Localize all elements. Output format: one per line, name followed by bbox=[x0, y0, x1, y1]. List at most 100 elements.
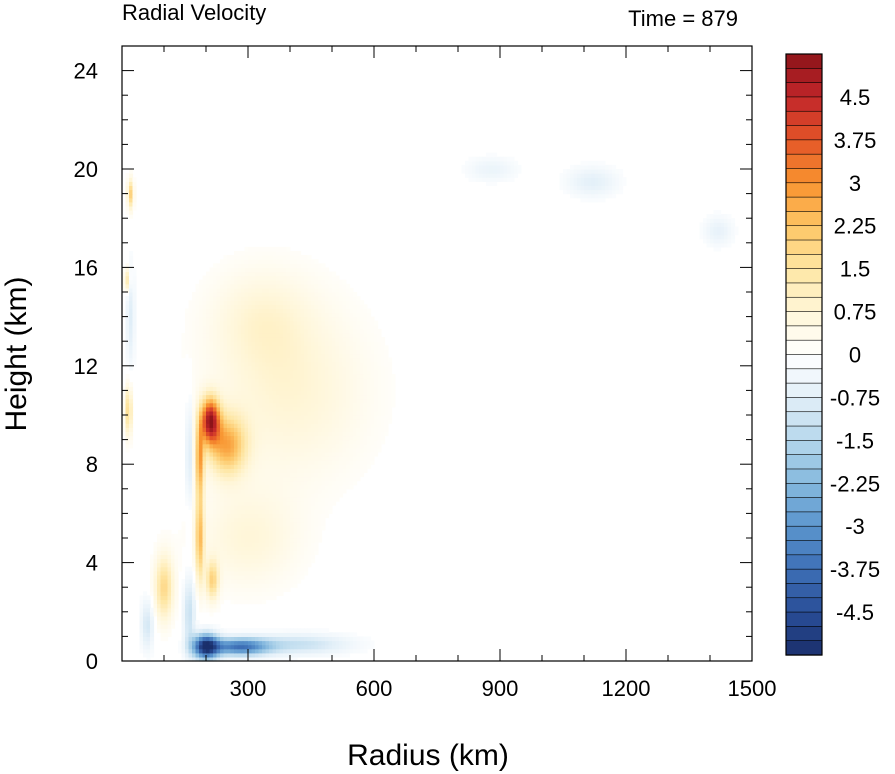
field-cell bbox=[216, 632, 221, 637]
field-cell bbox=[234, 447, 239, 453]
field-cell bbox=[311, 447, 316, 453]
field-cell bbox=[216, 595, 221, 601]
field-cell bbox=[346, 369, 351, 375]
field-cell bbox=[311, 378, 316, 383]
field-cell bbox=[185, 574, 190, 580]
field-cell bbox=[206, 603, 211, 609]
field-cell bbox=[216, 386, 221, 391]
field-cell bbox=[332, 279, 337, 285]
field-cell bbox=[192, 410, 197, 416]
field-cell bbox=[195, 525, 200, 531]
field-cell bbox=[237, 378, 242, 383]
field-cell bbox=[230, 456, 235, 461]
field-cell bbox=[328, 480, 333, 486]
field-cell bbox=[255, 640, 260, 646]
field-cell bbox=[370, 390, 375, 396]
field-cell bbox=[255, 333, 260, 338]
field-cell bbox=[230, 386, 235, 391]
field-cell bbox=[321, 345, 326, 350]
field-cell bbox=[314, 361, 319, 367]
field-cell bbox=[311, 345, 316, 350]
field-cell bbox=[290, 394, 295, 400]
field-cell bbox=[223, 570, 228, 576]
field-cell bbox=[129, 357, 134, 363]
field-cell bbox=[122, 390, 127, 396]
field-cell bbox=[146, 640, 151, 646]
field-cell bbox=[216, 263, 221, 268]
field-cell bbox=[276, 476, 281, 482]
field-cell bbox=[374, 394, 379, 400]
field-cell bbox=[332, 451, 337, 457]
field-cell bbox=[234, 267, 239, 273]
field-cell bbox=[223, 279, 228, 285]
field-cell bbox=[248, 497, 253, 502]
field-cell bbox=[195, 328, 200, 334]
field-cell bbox=[258, 287, 263, 293]
field-cell bbox=[251, 292, 256, 297]
field-cell bbox=[251, 386, 256, 391]
field-cell bbox=[293, 328, 298, 334]
field-cell bbox=[713, 246, 718, 252]
field-cell bbox=[584, 197, 589, 203]
field-cell bbox=[143, 591, 148, 596]
field-cell bbox=[279, 480, 284, 486]
field-cell bbox=[164, 529, 169, 535]
field-cell bbox=[241, 521, 246, 527]
field-cell bbox=[195, 546, 200, 551]
field-cell bbox=[227, 308, 232, 314]
field-cell bbox=[262, 460, 267, 465]
field-cell bbox=[209, 382, 214, 387]
field-cell bbox=[346, 451, 351, 457]
field-cell bbox=[325, 271, 330, 277]
field-cell bbox=[325, 287, 330, 293]
field-cell bbox=[223, 505, 228, 510]
field-cell bbox=[276, 488, 281, 494]
field-cell bbox=[209, 320, 214, 326]
field-cell bbox=[311, 644, 316, 650]
field-cell bbox=[290, 419, 295, 424]
field-cell bbox=[129, 443, 134, 449]
field-cell bbox=[346, 398, 351, 404]
field-cell bbox=[206, 542, 211, 547]
field-cell bbox=[241, 255, 246, 260]
field-cell bbox=[290, 345, 295, 350]
field-cell bbox=[328, 427, 333, 432]
field-cell bbox=[356, 312, 361, 318]
field-cell bbox=[255, 542, 260, 547]
field-cell bbox=[199, 365, 204, 371]
field-cell bbox=[241, 525, 246, 531]
field-cell bbox=[290, 283, 295, 289]
field-cell bbox=[276, 574, 281, 580]
field-cell bbox=[279, 263, 284, 268]
field-cell bbox=[237, 369, 242, 375]
field-cell bbox=[220, 656, 225, 662]
field-cell bbox=[304, 505, 309, 510]
field-cell bbox=[195, 312, 200, 318]
field-cell bbox=[258, 501, 263, 506]
field-cell bbox=[325, 492, 330, 498]
field-cell bbox=[174, 595, 179, 601]
field-cell bbox=[188, 304, 193, 309]
field-cell bbox=[290, 292, 295, 297]
field-cell bbox=[227, 505, 232, 510]
field-cell bbox=[213, 337, 218, 342]
field-cell bbox=[244, 443, 249, 449]
field-cell bbox=[286, 357, 291, 363]
field-cell bbox=[129, 197, 134, 203]
field-cell bbox=[220, 517, 225, 523]
field-cell bbox=[283, 246, 288, 252]
field-cell bbox=[363, 464, 368, 469]
field-cell bbox=[300, 365, 305, 371]
field-cell bbox=[349, 324, 354, 330]
field-cell bbox=[223, 292, 228, 297]
field-cell bbox=[293, 296, 298, 301]
field-cell bbox=[360, 447, 365, 453]
field-cell bbox=[314, 423, 319, 428]
field-cell bbox=[241, 558, 246, 564]
field-cell bbox=[241, 345, 246, 350]
field-cell bbox=[286, 349, 291, 355]
field-cell bbox=[363, 435, 368, 441]
field-cell bbox=[353, 435, 358, 441]
field-cell bbox=[181, 337, 186, 342]
field-cell bbox=[199, 300, 204, 305]
